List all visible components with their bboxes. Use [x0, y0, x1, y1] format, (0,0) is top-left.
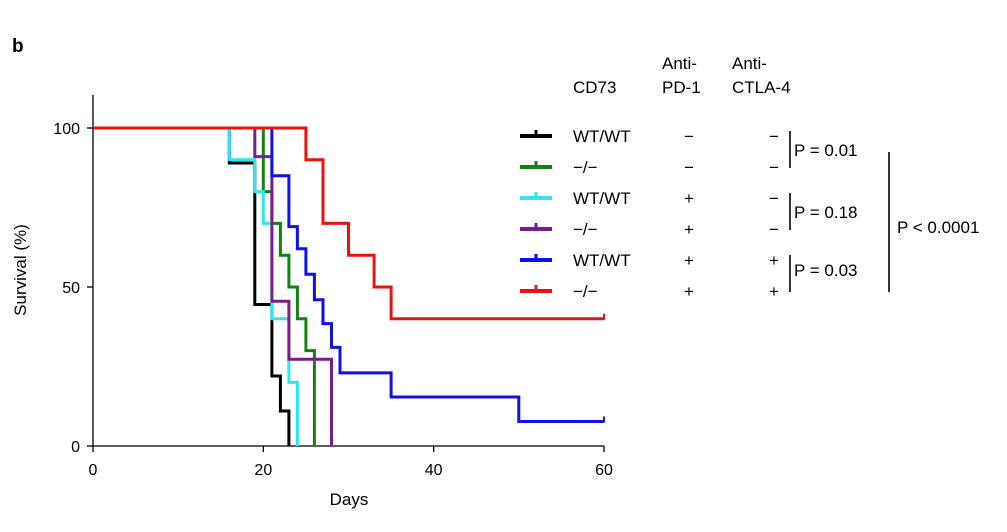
legend-cd73-2: −/− [573, 158, 598, 177]
y-axis-label: Survival (%) [11, 224, 30, 316]
legend-cd73-1: WT/WT [573, 127, 631, 146]
p-value-overall: P < 0.0001 [897, 218, 979, 237]
p-value-3: P = 0.03 [794, 261, 858, 280]
legend-header-anti-pd1: Anti- PD-1 [662, 54, 702, 97]
x-tick-label-3: 60 [595, 462, 613, 479]
legend-anti-pd1-3: + [684, 189, 694, 208]
y-tick-label-1: 50 [62, 280, 80, 297]
legend-anti-ctla4-6: + [769, 282, 779, 301]
x-axis-label: Days [330, 490, 369, 509]
legend-cd73-4: −/− [573, 220, 598, 239]
x-tick-label-1: 20 [254, 462, 272, 479]
legend-anti-ctla4-4: − [769, 220, 779, 239]
legend-anti-ctla4-2: − [769, 158, 779, 177]
legend-header-anti-ctla4: Anti- CTLA-4 [732, 54, 791, 97]
survival-curve-1 [93, 126, 291, 446]
x-tick-label-0: 0 [89, 462, 98, 479]
legend-header-anti-ctla4-line1: Anti- [732, 54, 767, 73]
p-value-1: P = 0.01 [794, 141, 858, 160]
survival-curve-6 [93, 126, 604, 321]
panel-label: b [12, 36, 24, 57]
legend-cd73-6: −/− [573, 282, 598, 301]
legend-anti-ctla4-5: + [769, 251, 779, 270]
legend-anti-pd1-6: + [684, 282, 694, 301]
survival-curves [93, 126, 605, 446]
legend: WT/WT − − −/− − − WT/WT + − −/− + − WT/WT + + −/− + + [520, 127, 779, 301]
survival-curve-4 [93, 126, 333, 446]
survival-curve-2 [93, 126, 316, 446]
legend-anti-pd1-4: + [684, 220, 694, 239]
legend-header-cd73: CD73 [573, 78, 616, 97]
legend-header-anti-pd1-line1: Anti- [662, 54, 697, 73]
legend-header-anti-ctla4-line2: CTLA-4 [732, 78, 791, 97]
legend-anti-pd1-1: − [684, 127, 694, 146]
y-tick-label-0: 0 [71, 439, 80, 456]
y-tick-label-2: 100 [53, 121, 80, 138]
x-tick-label-2: 40 [425, 462, 443, 479]
survival-curve-3 [93, 126, 299, 446]
legend-cd73-5: WT/WT [573, 251, 631, 270]
survival-curve-5 [93, 126, 604, 423]
legend-anti-ctla4-3: − [769, 189, 779, 208]
legend-header-anti-pd1-line2: PD-1 [662, 78, 701, 97]
p-value-2: P = 0.18 [794, 203, 858, 222]
legend-anti-pd1-5: + [684, 251, 694, 270]
legend-anti-pd1-2: − [684, 158, 694, 177]
legend-anti-ctla4-1: − [769, 127, 779, 146]
legend-cd73-3: WT/WT [573, 189, 631, 208]
